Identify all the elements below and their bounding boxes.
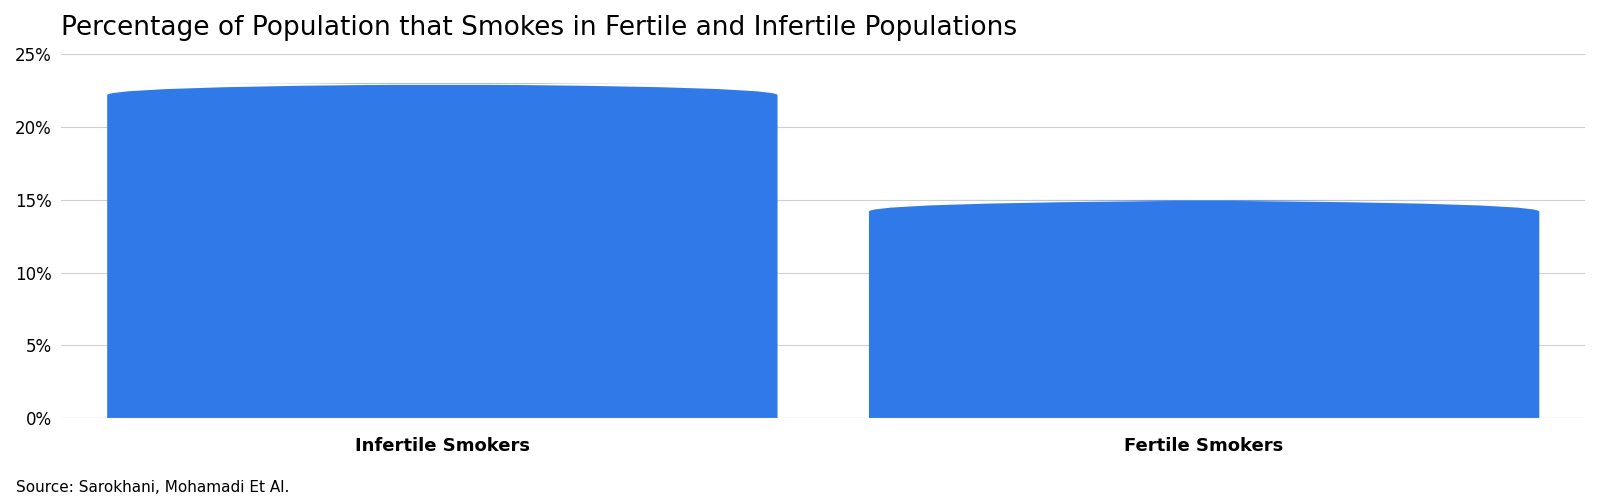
Text: Percentage of Population that Smokes in Fertile and Infertile Populations: Percentage of Population that Smokes in …: [61, 15, 1018, 41]
FancyBboxPatch shape: [107, 84, 778, 448]
Text: Source: Sarokhani, Mohamadi Et Al.: Source: Sarokhani, Mohamadi Et Al.: [16, 480, 290, 495]
FancyBboxPatch shape: [869, 200, 1539, 448]
